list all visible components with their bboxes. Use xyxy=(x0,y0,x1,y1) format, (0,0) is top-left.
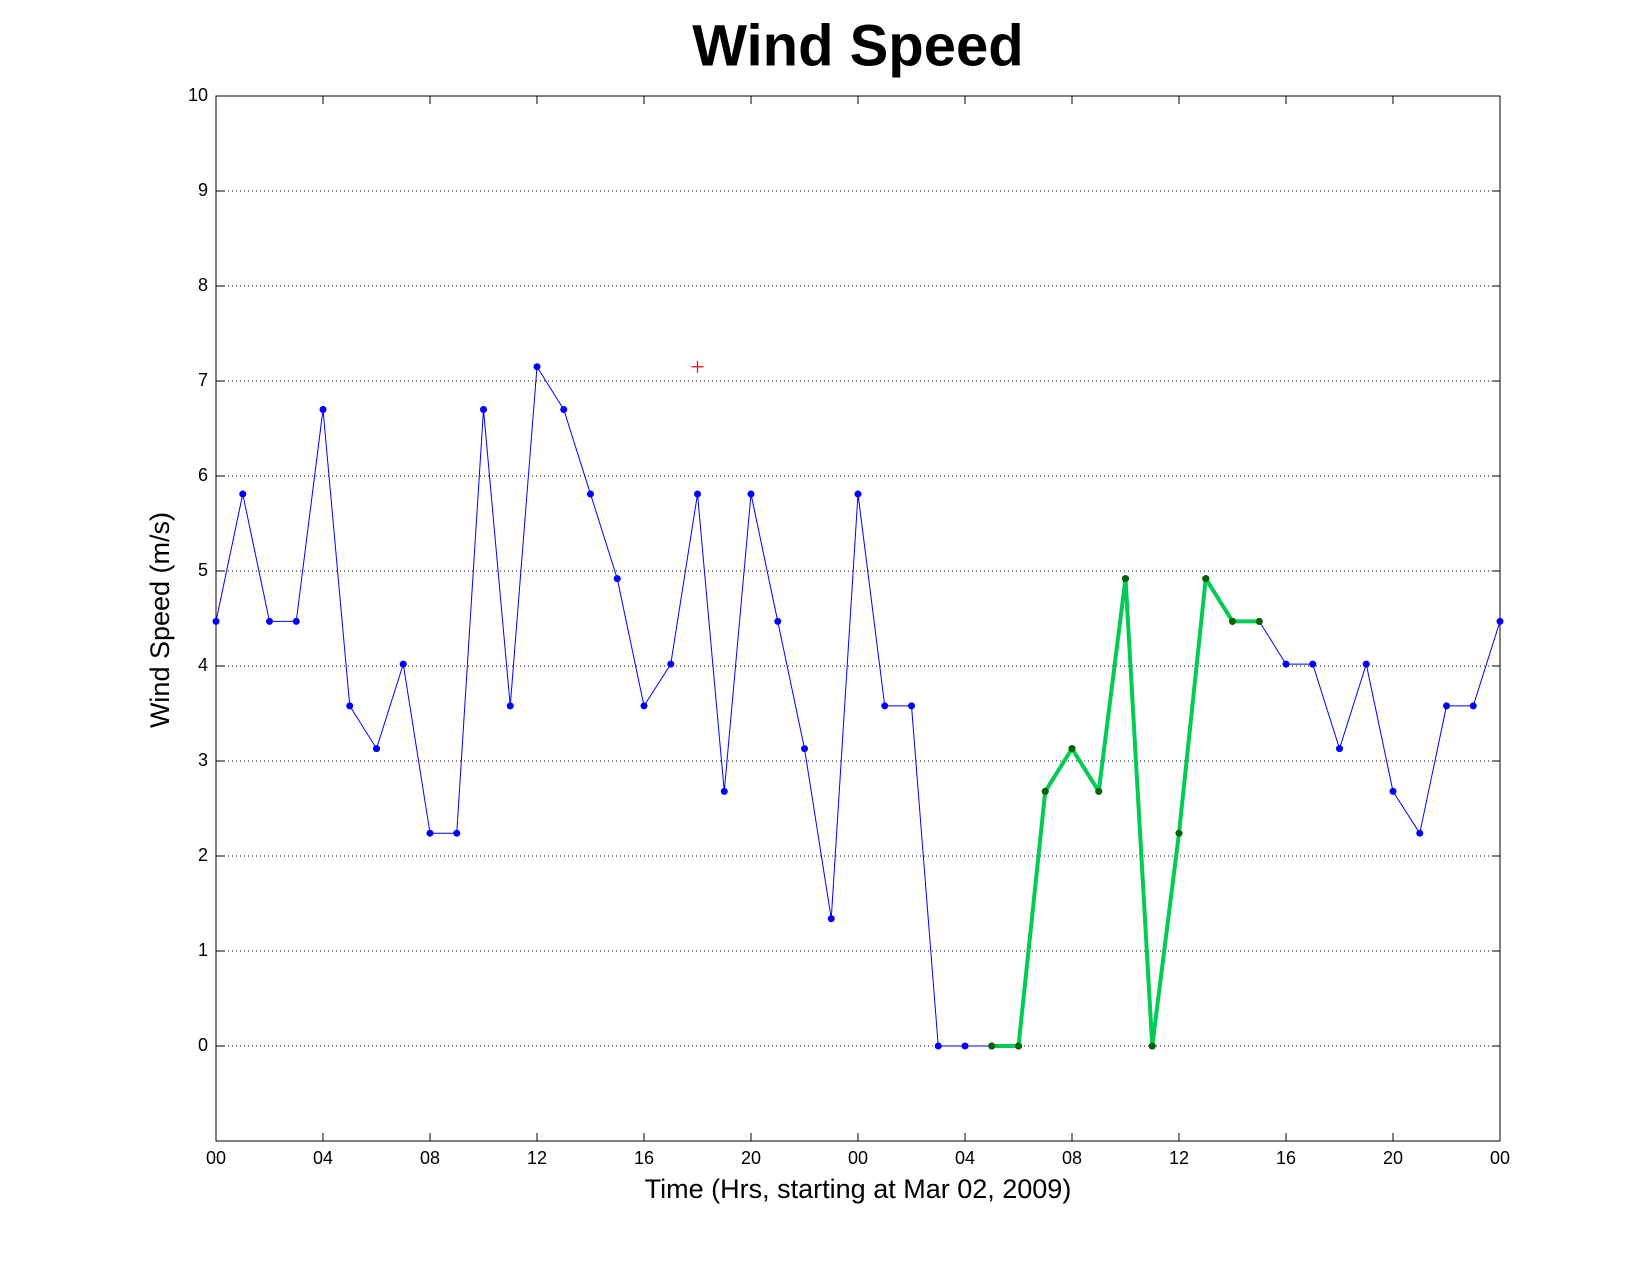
x-axis-label: Time (Hrs, starting at Mar 02, 2009) xyxy=(645,1174,1072,1204)
data-point xyxy=(881,702,889,710)
data-point xyxy=(1068,745,1076,753)
data-point xyxy=(453,829,461,837)
data-point xyxy=(346,702,354,710)
data-point xyxy=(1309,660,1317,668)
data-point xyxy=(694,490,701,498)
data-point xyxy=(426,829,434,837)
data-point xyxy=(747,490,755,498)
data-point xyxy=(691,360,704,373)
data-point xyxy=(1255,617,1263,625)
data-point xyxy=(373,745,380,753)
x-tick-label: 20 xyxy=(741,1148,761,1168)
x-tick-label: 12 xyxy=(1169,1148,1189,1168)
data-point xyxy=(1469,702,1477,710)
data-point xyxy=(613,575,621,583)
data-point xyxy=(266,617,273,625)
data-point xyxy=(1041,787,1049,795)
y-tick-label: 3 xyxy=(198,750,208,770)
chart-title: Wind Speed xyxy=(692,13,1023,78)
y-tick-label: 1 xyxy=(198,940,208,960)
x-tick-label: 04 xyxy=(313,1148,333,1168)
y-tick-label: 5 xyxy=(198,560,208,580)
data-point xyxy=(1336,745,1343,753)
data-point xyxy=(1416,829,1424,837)
data-point xyxy=(1282,660,1290,668)
data-point xyxy=(908,702,915,710)
x-tick-label: 00 xyxy=(1490,1148,1510,1168)
data-point xyxy=(319,406,327,413)
y-tick-label: 0 xyxy=(198,1035,208,1055)
x-tick-label: 20 xyxy=(1383,1148,1403,1168)
data-point xyxy=(587,490,594,498)
y-tick-label: 4 xyxy=(198,655,208,675)
data-point xyxy=(1095,787,1103,795)
data-point xyxy=(560,406,568,413)
data-point xyxy=(1229,617,1236,625)
data-point xyxy=(801,745,808,753)
data-point xyxy=(1122,575,1129,583)
data-line xyxy=(991,576,1260,1048)
data-point xyxy=(1443,702,1450,710)
x-tick-label: 16 xyxy=(1276,1148,1296,1168)
data-point xyxy=(212,617,220,625)
data-point xyxy=(506,702,514,710)
x-tick-label: 00 xyxy=(848,1148,868,1168)
y-tick-label: 9 xyxy=(198,180,208,200)
x-tick-label: 00 xyxy=(206,1148,226,1168)
data-point xyxy=(239,490,247,498)
y-tick-label: 6 xyxy=(198,465,208,485)
data-point xyxy=(827,915,835,923)
data-point xyxy=(774,617,782,625)
data-point xyxy=(1148,1042,1156,1050)
data-point xyxy=(292,617,300,625)
data-point xyxy=(1496,617,1504,625)
y-tick-label: 2 xyxy=(198,845,208,865)
y-tick-label: 10 xyxy=(188,85,208,105)
data-point xyxy=(1362,660,1370,668)
x-tick-label: 08 xyxy=(420,1148,440,1168)
plot-frame xyxy=(215,95,1501,1142)
data-point xyxy=(1202,575,1210,583)
data-point xyxy=(667,660,675,668)
y-axis-label: Wind Speed (m/s) xyxy=(145,512,175,728)
data-point xyxy=(399,660,407,668)
data-point xyxy=(1389,787,1397,795)
data-point xyxy=(988,1042,996,1050)
data-point xyxy=(934,1042,942,1050)
data-point xyxy=(720,787,728,795)
x-tick-label: 12 xyxy=(527,1148,547,1168)
data-point xyxy=(640,702,648,710)
data-point xyxy=(1015,1042,1022,1050)
y-tick-label: 7 xyxy=(198,370,208,390)
x-tick-label: 08 xyxy=(1062,1148,1082,1168)
data-point xyxy=(533,363,541,371)
data-point xyxy=(1175,829,1183,837)
data-point xyxy=(961,1042,969,1050)
data-line xyxy=(215,366,1501,1047)
x-tick-label: 16 xyxy=(634,1148,654,1168)
x-tick-label: 04 xyxy=(955,1148,975,1168)
data-point xyxy=(480,406,487,413)
data-point xyxy=(854,490,862,498)
y-tick-label: 8 xyxy=(198,275,208,295)
